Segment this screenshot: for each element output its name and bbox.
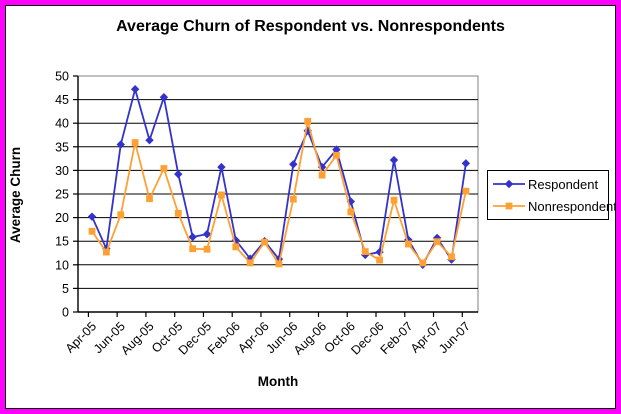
- y-tick-label: 45: [55, 93, 69, 107]
- x-tick-label: Aug-06: [291, 319, 329, 357]
- data-point-respondent: [174, 169, 183, 179]
- data-point-nonrespondent: [376, 256, 383, 264]
- y-tick-label: 5: [62, 282, 69, 296]
- y-tick-label: 40: [55, 117, 69, 131]
- y-tick-label: 20: [55, 211, 69, 225]
- data-point-nonrespondent: [246, 259, 254, 267]
- x-tick-label: Feb-07: [378, 319, 416, 357]
- legend: Respondent Nonrespondent: [487, 170, 615, 220]
- data-point-respondent: [87, 212, 97, 221]
- y-tick-label: 10: [55, 258, 69, 272]
- data-point-respondent: [389, 155, 399, 165]
- chart-title: Average Churn of Respondent vs. Nonrespo…: [116, 18, 505, 35]
- data-point-nonrespondent: [390, 196, 398, 204]
- y-tick-label: 50: [55, 70, 69, 84]
- data-point-respondent: [159, 93, 169, 102]
- data-point-nonrespondent: [275, 260, 283, 268]
- y-tick-label: 30: [55, 164, 69, 178]
- data-point-nonrespondent: [404, 240, 412, 248]
- y-tick-label: 35: [55, 140, 69, 154]
- plot-area: 05101520253035404550Apr-05Jun-05Aug-05Oc…: [55, 70, 479, 358]
- data-point-nonrespondent: [361, 248, 369, 255]
- data-point-respondent: [461, 159, 471, 168]
- data-point-nonrespondent: [218, 191, 225, 199]
- x-tick-label: Feb-06: [205, 319, 243, 357]
- data-point-nonrespondent: [462, 187, 470, 195]
- square-marker-icon: [493, 202, 525, 210]
- data-point-nonrespondent: [289, 195, 297, 203]
- y-tick-label: 15: [55, 235, 69, 249]
- data-point-nonrespondent: [203, 245, 211, 253]
- data-point-nonrespondent: [318, 171, 326, 179]
- data-point-respondent: [289, 160, 298, 169]
- x-tick-label: Aug-05: [118, 319, 156, 357]
- legend-entry-respondent: Respondent: [493, 177, 604, 192]
- data-point-respondent: [217, 162, 226, 172]
- y-tick-label: 0: [62, 306, 69, 320]
- data-point-nonrespondent: [160, 165, 168, 172]
- legend-label: Nonrespondent: [528, 198, 616, 214]
- data-point-nonrespondent: [102, 248, 110, 256]
- data-point-nonrespondent: [189, 245, 197, 253]
- series-nonrespondent: [88, 117, 470, 268]
- data-point-respondent: [116, 140, 125, 149]
- data-point-nonrespondent: [261, 238, 268, 246]
- data-point-respondent: [145, 135, 154, 145]
- legend-label: Respondent: [528, 176, 599, 192]
- data-point-respondent: [332, 145, 341, 154]
- data-point-nonrespondent: [448, 253, 455, 261]
- data-point-respondent: [202, 229, 212, 239]
- data-point-nonrespondent: [146, 195, 153, 203]
- data-point-nonrespondent: [419, 259, 427, 267]
- legend-entry-nonrespondent: Nonrespondent: [493, 199, 615, 214]
- data-point-nonrespondent: [88, 227, 96, 235]
- data-point-nonrespondent: [232, 243, 240, 251]
- data-point-nonrespondent: [117, 211, 125, 219]
- x-axis-title: Month: [257, 374, 299, 389]
- data-point-respondent: [188, 232, 197, 242]
- data-point-nonrespondent: [131, 139, 139, 146]
- data-point-nonrespondent: [304, 117, 312, 125]
- data-point-nonrespondent: [174, 209, 182, 217]
- y-tick-label: 25: [55, 188, 69, 202]
- data-point-respondent: [130, 85, 140, 94]
- data-point-nonrespondent: [347, 208, 355, 216]
- data-point-nonrespondent: [433, 238, 441, 246]
- x-tick-label: Jun-07: [436, 319, 473, 356]
- chart-canvas: Average Churn of Respondent vs. Nonrespo…: [5, 5, 616, 409]
- data-point-nonrespondent: [333, 151, 340, 159]
- diamond-marker-icon: [493, 179, 525, 189]
